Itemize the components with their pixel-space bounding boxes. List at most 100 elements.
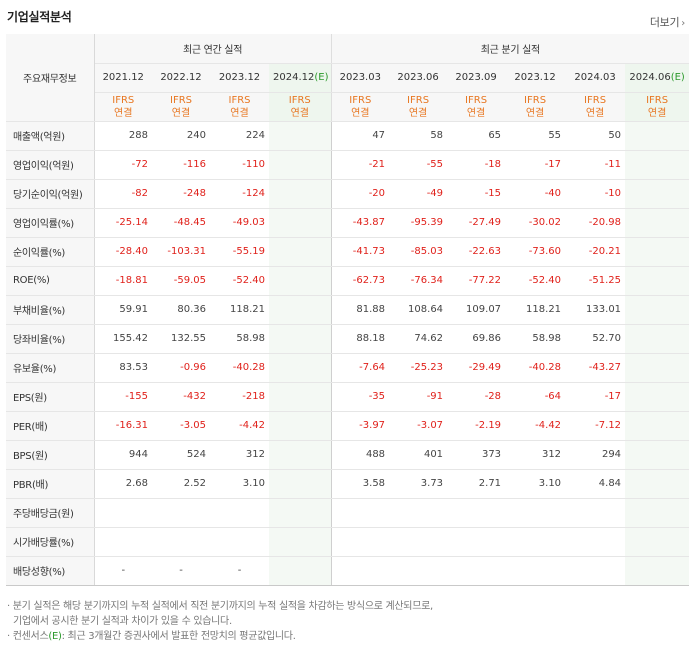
basis-ifrs: IFRS — [170, 94, 192, 106]
table-cell — [625, 266, 690, 296]
table-cell: -49 — [389, 179, 448, 209]
period-label: 2022.12 — [160, 72, 202, 83]
table-cell: -11 — [565, 150, 626, 180]
table-cell — [625, 497, 690, 528]
table-cell: 132.55 — [152, 324, 210, 354]
table-cell: 83.53 — [94, 353, 152, 383]
period-header: 2022.12 — [152, 63, 210, 93]
table-cell — [94, 527, 152, 557]
table-cell — [565, 556, 626, 586]
table-cell — [210, 497, 269, 528]
row-label: PBR(배) — [6, 469, 95, 499]
table-cell: 52.70 — [565, 324, 626, 354]
footnote-1b: 기업에서 공시한 분기 실적과 차이가 있을 수 있습니다. — [13, 616, 232, 627]
basis-ifrs: IFRS — [228, 94, 251, 106]
table-cell: -4.42 — [505, 411, 566, 441]
basis-ifrs: IFRS — [112, 94, 135, 106]
period-label: 2023.12 — [218, 72, 261, 83]
table-cell: 3.10 — [210, 469, 269, 499]
table-row: EPS(원) -155 -432 -218 -35 -91 -28 -64 -17 — [6, 381, 690, 412]
table-cell: 59.91 — [94, 294, 152, 325]
row-label: 영업이익(억원) — [6, 150, 95, 180]
table-cell: -43.87 — [330, 207, 390, 238]
table-cell: -52.40 — [210, 266, 269, 296]
table-cell: -7.64 — [330, 353, 390, 383]
table-cell: -248 — [152, 179, 210, 209]
footnote-2-prefix: · 컨센서스 — [7, 631, 49, 642]
table-cell — [625, 150, 690, 180]
table-cell: -35 — [330, 381, 390, 412]
footnotes: · 분기 실적은 해당 분기까지의 누적 실적에서 직전 분기까지의 누적 실적… — [7, 599, 433, 644]
basis-header: IFRS 연결 — [210, 92, 269, 122]
period-header: 2023.03 — [330, 63, 390, 93]
basis-consolidated: 연결 — [466, 107, 486, 119]
period-label: 2024.06 — [629, 72, 671, 83]
table-cell — [269, 497, 332, 528]
table-cell: -124 — [210, 179, 269, 209]
row-label: 당좌비율(%) — [6, 324, 95, 354]
row-label: 주당배당금(원) — [6, 497, 95, 528]
table-cell: -18.81 — [94, 266, 152, 296]
table-cell — [269, 353, 332, 383]
table-row: 매출액(억원) 288 240 224 47 58 65 55 50 — [6, 121, 690, 151]
more-link[interactable]: 더보기 › — [650, 14, 685, 30]
table-cell: -48.45 — [152, 207, 210, 238]
table-cell: 65 — [447, 121, 506, 151]
table-cell: -43.27 — [565, 353, 626, 383]
period-header: 2023.12 — [505, 63, 566, 93]
table-cell: -110 — [210, 150, 269, 180]
table-cell: -62.73 — [330, 266, 390, 296]
row-label: 영업이익률(%) — [6, 207, 95, 238]
basis-ifrs: IFRS — [288, 94, 311, 106]
basis-header: IFRS 연결 — [389, 92, 448, 122]
basis-consolidated: 연결 — [525, 107, 545, 119]
table-cell — [625, 207, 690, 238]
table-cell — [625, 324, 690, 354]
table-cell: 58 — [389, 121, 448, 151]
table-cell — [269, 381, 332, 412]
table-cell: -25.14 — [94, 207, 152, 238]
table-cell: 2.68 — [94, 469, 152, 499]
basis-header: IFRS 연결 — [447, 92, 506, 122]
table-cell — [565, 527, 626, 557]
table-cell: -155 — [94, 381, 152, 412]
table-cell — [269, 324, 332, 354]
table-cell — [269, 266, 332, 296]
row-label: 매출액(억원) — [6, 121, 95, 151]
annual-group-header: 최근 연간 실적 — [94, 34, 332, 64]
table-row: 당기순이익(억원) -82 -248 -124 -20 -49 -15 -40 -10 — [6, 179, 690, 209]
table-cell: -30.02 — [505, 207, 566, 238]
table-row: 유보율(%) 83.53 -0.96 -40.28 -7.64 -25.23 -29.49-… — [6, 353, 690, 383]
table-cell: -3.97 — [330, 411, 390, 441]
table-cell: 2.71 — [447, 469, 506, 499]
table-cell — [505, 497, 566, 528]
table-row: 순이익률(%) -28.40 -103.31 -55.19 -41.73 -85.03 -2… — [6, 237, 690, 267]
table-cell: -22.63 — [447, 237, 506, 267]
period-label: 2024.12 — [273, 72, 315, 83]
financial-table: 주요재무정보 최근 연간 실적 최근 분기 실적 2021.12 2022.12 2… — [6, 34, 690, 586]
quarter-group-header: 최근 분기 실적 — [330, 34, 690, 64]
table-cell: -218 — [210, 381, 269, 412]
basis-consolidated: 연결 — [351, 107, 370, 119]
table-cell: 118.21 — [210, 294, 269, 325]
table-cell: 108.64 — [389, 294, 448, 325]
period-header: 2024.12(E) — [269, 63, 332, 93]
period-label: 2024.03 — [574, 72, 616, 83]
table-cell: 74.62 — [389, 324, 448, 354]
table-cell: -82 — [94, 179, 152, 209]
table-cell — [269, 179, 332, 209]
period-header: 2023.12 — [210, 63, 269, 93]
basis-consolidated: 연결 — [408, 107, 428, 119]
table-cell: -3.07 — [389, 411, 448, 441]
table-cell: 3.10 — [505, 469, 566, 499]
table-cell: -51.25 — [565, 266, 626, 296]
table-cell — [625, 121, 690, 151]
footnote-2-suffix: : 최근 3개월간 증권사에서 발표한 전망치의 평균값입니다. — [61, 631, 296, 642]
table-cell: -59.05 — [152, 266, 210, 296]
table-cell: -55.19 — [210, 237, 269, 267]
table-cell: -72 — [94, 150, 152, 180]
table-cell — [625, 237, 690, 267]
table-row: 영업이익률(%) -25.14 -48.45 -49.03 -43.87 -95.39 -2… — [6, 207, 690, 238]
row-label: BPS(원) — [6, 440, 95, 470]
table-cell: -55 — [389, 150, 448, 180]
